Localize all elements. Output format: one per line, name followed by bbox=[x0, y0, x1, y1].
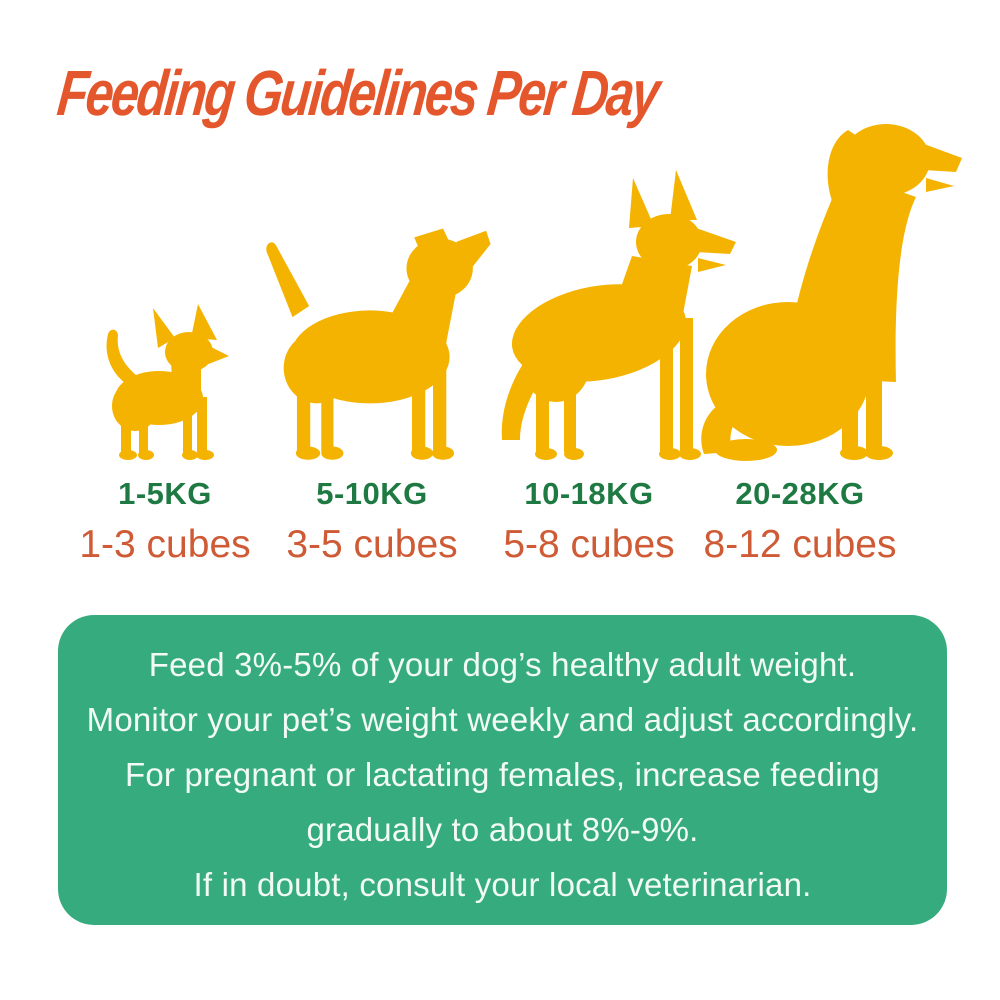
note-line: gradually to about 8%-9%. bbox=[306, 811, 699, 848]
cubes-amount-label: 5-8 cubes bbox=[503, 523, 675, 566]
weight-range-label: 1-5KG bbox=[118, 476, 212, 511]
note-line: Feed 3%-5% of your dog’s healthy adult w… bbox=[148, 646, 857, 683]
cubes-amount-label: 8-12 cubes bbox=[703, 523, 897, 566]
weight-range-label: 10-18KG bbox=[524, 476, 654, 511]
shepherd-silhouette-icon bbox=[484, 168, 744, 463]
guide-column-2: 5-10KG 3-5 cubes bbox=[272, 476, 472, 567]
weight-range-label: 20-28KG bbox=[735, 476, 865, 511]
feeding-notes-box: Feed 3%-5% of your dog’s healthy adult w… bbox=[58, 615, 947, 925]
terrier-shape bbox=[266, 228, 491, 460]
terrier-silhouette-icon bbox=[258, 202, 493, 462]
retriever-shape bbox=[701, 124, 962, 461]
retriever-silhouette-icon bbox=[696, 102, 966, 467]
page-title: Feeding Guidelines Per Day bbox=[54, 57, 662, 129]
note-line: For pregnant or lactating females, incre… bbox=[125, 756, 880, 793]
guide-column-3: 10-18KG 5-8 cubes bbox=[489, 476, 689, 567]
guide-column-4: 20-28KG 8-12 cubes bbox=[700, 476, 900, 567]
chihuahua-shape bbox=[106, 304, 229, 460]
note-line: If in doubt, consult your local veterina… bbox=[193, 866, 812, 903]
chihuahua-silhouette-icon bbox=[95, 302, 235, 462]
cubes-amount-label: 1-3 cubes bbox=[79, 523, 251, 566]
note-line: Monitor your pet’s weight weekly and adj… bbox=[86, 701, 919, 738]
shepherd-shape bbox=[501, 170, 736, 460]
guide-column-1: 1-5KG 1-3 cubes bbox=[65, 476, 265, 567]
cubes-amount-label: 3-5 cubes bbox=[286, 523, 458, 566]
weight-range-label: 5-10KG bbox=[316, 476, 428, 511]
